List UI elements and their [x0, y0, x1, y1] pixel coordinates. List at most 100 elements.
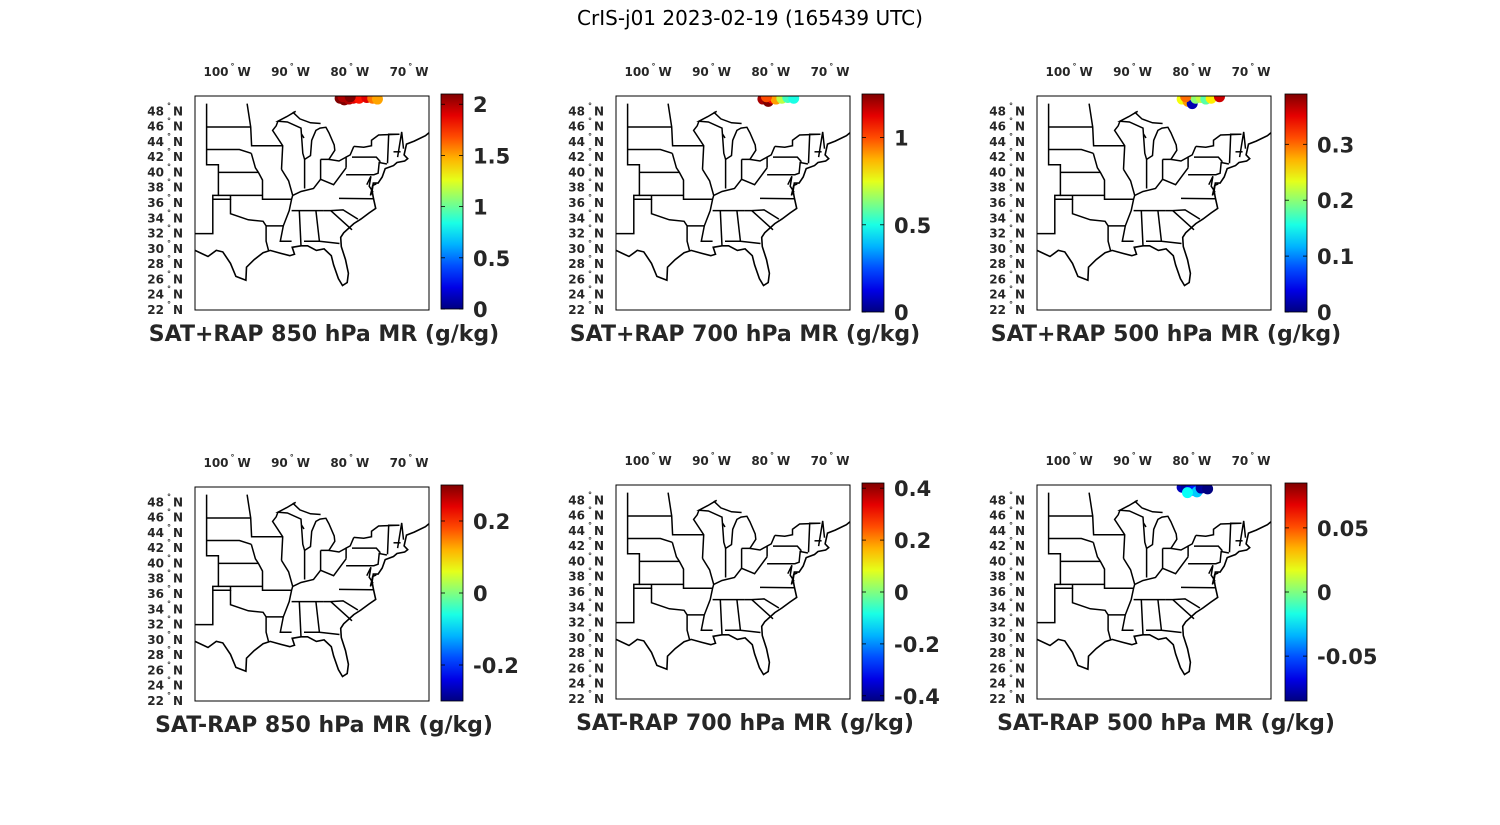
lon-hemisphere-label: W: [238, 65, 251, 79]
map-frame: [1036, 484, 1272, 700]
state-border: [725, 629, 761, 634]
lon-tick-label: 100: [203, 65, 228, 79]
lon-hemisphere-label: W: [356, 456, 369, 470]
lat-hemisphere-label: N: [1015, 303, 1025, 317]
degree-symbol: °: [167, 193, 171, 202]
state-border: [330, 210, 353, 231]
lat-hemisphere-label: N: [173, 227, 183, 241]
degree-symbol: °: [711, 451, 715, 460]
lat-hemisphere-label: N: [173, 135, 183, 149]
degree-symbol: °: [1009, 132, 1013, 141]
degree-symbol: °: [167, 101, 171, 110]
lat-hemisphere-label: N: [1015, 242, 1025, 256]
state-border: [1088, 103, 1125, 147]
state-border: [671, 542, 713, 589]
state-border: [1195, 522, 1242, 537]
colorbar-tick-label: 0.5: [473, 247, 510, 271]
state-border: [1142, 133, 1147, 139]
state-border: [323, 600, 359, 611]
lat-hemisphere-label: N: [1015, 120, 1025, 134]
degree-symbol: °: [588, 674, 592, 683]
lat-tick-label: 40: [989, 165, 1006, 179]
degree-symbol: °: [167, 676, 171, 685]
lat-hemisphere-label: N: [594, 227, 604, 241]
lon-hemisphere-label: W: [659, 454, 672, 468]
state-border: [1113, 120, 1126, 170]
lat-tick-label: 30: [989, 242, 1006, 256]
lat-tick-label: 48: [147, 104, 164, 118]
map-geometry: [195, 96, 429, 287]
degree-symbol: °: [1009, 551, 1013, 560]
degree-symbol: °: [588, 178, 592, 187]
degree-symbol: °: [1009, 506, 1013, 515]
lat-hemisphere-label: N: [173, 104, 183, 118]
lat-tick-label: 46: [147, 511, 164, 525]
lon-hemisphere-label: W: [836, 65, 849, 79]
degree-symbol: °: [588, 208, 592, 217]
state-border: [736, 599, 742, 631]
state-border: [751, 599, 774, 620]
lat-hemisphere-label: N: [173, 556, 183, 570]
state-border: [352, 156, 381, 163]
state-border: [206, 539, 252, 546]
state-border: [396, 522, 405, 549]
lon-tick-label: 100: [203, 456, 228, 470]
state-border: [667, 492, 704, 536]
degree-symbol: °: [167, 162, 171, 171]
degree-symbol: °: [652, 451, 656, 460]
lat-tick-label: 42: [989, 150, 1006, 164]
colorbar-tick-label: 0: [473, 298, 488, 322]
state-border: [766, 146, 776, 168]
lat-tick-label: 44: [989, 135, 1006, 149]
lat-hemisphere-label: N: [1015, 616, 1025, 630]
lon-tick-label: 90: [692, 65, 709, 79]
lon-tick-label: 90: [1113, 454, 1130, 468]
panel-title: SAT+RAP 850 hPa MR (g/kg): [149, 322, 499, 347]
lat-hemisphere-label: N: [594, 524, 604, 538]
lat-tick-label: 28: [568, 646, 585, 660]
lat-hemisphere-label: N: [173, 663, 183, 677]
lon-tick-label: 80: [751, 65, 768, 79]
state-border: [328, 547, 347, 553]
lat-tick-label: 40: [147, 556, 164, 570]
lat-tick-label: 38: [147, 572, 164, 586]
state-border: [396, 131, 405, 158]
state-border: [671, 153, 713, 200]
degree-symbol: °: [167, 569, 171, 578]
colorbar-tick-label: 0.3: [1317, 133, 1354, 157]
figure-title: CrIS-j01 2023-02-19 (165439 UTC): [577, 6, 923, 30]
degree-symbol: °: [588, 147, 592, 156]
lon-hemisphere-label: W: [1139, 454, 1152, 468]
lat-tick-label: 34: [568, 600, 585, 614]
degree-symbol: °: [1009, 674, 1013, 683]
degree-symbol: °: [588, 239, 592, 248]
degree-symbol: °: [167, 599, 171, 608]
state-border: [206, 148, 252, 155]
lat-hemisphere-label: N: [594, 272, 604, 286]
state-border: [751, 210, 774, 231]
data-point: [1205, 96, 1217, 104]
lat-tick-label: 34: [147, 211, 164, 225]
state-border: [787, 564, 798, 585]
lat-tick-label: 44: [989, 524, 1006, 538]
state-border: [773, 156, 802, 163]
lat-hemisphere-label: N: [1015, 570, 1025, 584]
state-border: [386, 133, 400, 164]
degree-symbol: °: [770, 62, 774, 71]
state-border: [1071, 588, 1112, 640]
lat-tick-label: 28: [568, 257, 585, 271]
lat-tick-label: 36: [989, 585, 1006, 599]
map-panel: 100 ° W 90 ° W 80 ° W 70 ° W22 ° N24 ° N26 ° N28 ° N30 ° N32 °…: [147, 453, 519, 738]
lon-tick-label: 80: [330, 456, 347, 470]
lat-hemisphere-label: N: [1015, 165, 1025, 179]
state-border: [1165, 598, 1201, 609]
state-border: [650, 588, 691, 640]
panel-title: SAT-RAP 850 hPa MR (g/kg): [155, 713, 493, 738]
lat-hemisphere-label: N: [1015, 631, 1025, 645]
state-border: [1134, 167, 1189, 197]
coastline: [1037, 132, 1271, 287]
lat-hemisphere-label: N: [1015, 227, 1025, 241]
lat-hemisphere-label: N: [173, 572, 183, 586]
state-border: [725, 240, 761, 245]
degree-symbol: °: [167, 630, 171, 639]
